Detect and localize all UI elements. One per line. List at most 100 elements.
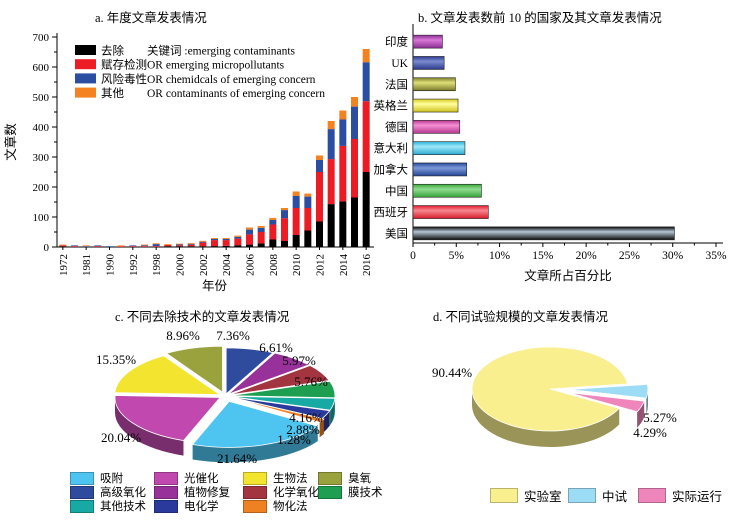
x-tick-label: 2004	[221, 254, 233, 277]
bar-segment-其他	[211, 238, 218, 239]
x-tick-label: 35%	[705, 250, 727, 262]
bar-segment-风险毒性	[339, 119, 347, 146]
bar-segment-去除	[339, 201, 347, 247]
legend-item-膜技术: 膜技术	[318, 484, 383, 500]
country-label: 中国	[385, 185, 408, 198]
bar-segment-风险毒性	[269, 220, 277, 225]
bar-segment-赋存检测	[222, 240, 230, 246]
pie-wall-中试	[646, 389, 648, 415]
x-tick-label: 25%	[619, 250, 641, 262]
legend-item-其他技术: 其他技术	[70, 498, 146, 514]
bar-segment-风险毒性	[106, 246, 113, 247]
bar-segment-去除	[234, 245, 242, 247]
pie-label: 2.88%	[286, 422, 320, 437]
bar-segment-赋存检测	[129, 246, 137, 247]
legend-keyword-line: OR emerging micropollutants	[147, 60, 285, 72]
legend-label: 高级氧化	[100, 487, 146, 499]
x-axis-title: 年份	[202, 279, 228, 293]
bar-segment-赋存检测	[327, 159, 335, 205]
bar-segment-风险毒性	[234, 236, 242, 239]
bar-segment-其他	[187, 243, 195, 244]
legend-swatch	[318, 471, 342, 485]
bar-segment-去除	[316, 221, 323, 247]
chart-c-title: c. 不同去除技术的文章发表情况	[115, 310, 290, 324]
bar-segment-赋存检测	[199, 242, 207, 247]
legend-item-实验室: 实验室	[490, 486, 562, 505]
x-tick-label: 2000	[175, 254, 187, 277]
x-tick-label: 2008	[268, 254, 280, 277]
country-label: 法国	[385, 77, 408, 91]
pie-slice-膜技术	[229, 380, 336, 399]
pie-wall-实际运行	[637, 401, 645, 428]
chart-d-pie: 90.44% 5.27%4.29%	[432, 346, 677, 448]
bar-意大利	[412, 141, 466, 155]
y-tick-label: 200	[33, 182, 50, 194]
bar-印度	[412, 34, 443, 49]
legend-item-吸附: 吸附	[70, 470, 123, 486]
x-tick-label: 2014	[338, 254, 350, 277]
bar-segment-其他	[82, 245, 90, 247]
legend-label: 臭氧	[348, 473, 371, 485]
chart-a-plot: 0 100 200 300 400 500 600 700 1972 1981 1990 1992 19…	[3, 32, 374, 293]
bar-segment-其他	[222, 238, 230, 239]
bar-segment-赋存检测	[117, 246, 125, 247]
x-tick-label: 2010	[291, 254, 303, 277]
bar-segment-其他	[164, 244, 172, 245]
x-tick-label: 1990	[105, 254, 117, 277]
x-tick-label: 1998	[151, 254, 163, 277]
x-tick-label: 2006	[245, 254, 257, 277]
chart-c-pie: 7.36% 6.61%5.97% 5.76% 4.16%2.88%1.28% 21.64…	[96, 328, 336, 466]
x-tick-label: 1992	[128, 254, 140, 276]
bar-segment-去除	[292, 235, 300, 247]
bar-segment-风险毒性	[316, 160, 323, 172]
bar-segment-去除	[211, 246, 218, 247]
x-tick-label: 2002	[198, 254, 210, 276]
legend-label: 电化学	[184, 501, 219, 513]
bar-segment-赋存检测	[246, 234, 253, 245]
chart-b-title: b. 文章发表数前 10 的国家及其文章发表情况	[418, 11, 662, 25]
bar-segment-风险毒性	[292, 196, 300, 208]
legend-swatch-风险毒性	[75, 73, 96, 84]
pie-slice-植物修复	[227, 352, 310, 395]
bar-segment-风险毒性	[257, 227, 265, 232]
x-tick-label: 1972	[58, 254, 70, 276]
legend-label: 其他技术	[100, 501, 146, 513]
legend-keyword-line: 关键词 :emerging contaminants	[147, 44, 296, 58]
pie-label: 15.35%	[96, 352, 136, 367]
chart-b-top10-countries: 印度 UK 法国 英格兰 德国 意大利 加拿大 中国 西班牙 美国 0 5% 10% 15% 20% 25% 3…	[374, 0, 734, 300]
legend-keyword-line: OR chemidcals of emerging concern	[147, 74, 316, 86]
y-tick-label: 400	[33, 122, 50, 134]
x-tick-label: 10%	[489, 250, 511, 262]
bar-segment-赋存检测	[71, 246, 78, 247]
y-tick-label: 100	[33, 212, 50, 224]
legend-swatch	[70, 499, 94, 513]
pie-wall-其他技术	[330, 398, 335, 426]
bar-加拿大	[412, 162, 467, 177]
bar-segment-其他	[292, 191, 300, 196]
legend-item-植物修复: 植物修复	[154, 484, 230, 500]
bar-segment-风险毒性	[94, 245, 102, 247]
bar-segment-赋存检测	[94, 246, 102, 247]
legend-label: 物化法	[273, 501, 308, 513]
legend-keyword-line: OR contaminants of emerging concern	[147, 88, 325, 100]
pie-slice-中试	[569, 383, 649, 399]
legend-label: 实际运行	[672, 490, 723, 504]
pie-label: 4.16%	[289, 410, 323, 425]
legend-swatch	[154, 499, 178, 513]
bar-segment-其他	[316, 155, 323, 160]
pie-slice-吸附	[191, 400, 319, 448]
pie-label: 5.97%	[282, 353, 316, 368]
bar-segment-去除	[59, 246, 67, 247]
pie-slice-生物法	[114, 355, 222, 396]
bar-segment-风险毒性	[187, 243, 195, 245]
country-label: UK	[391, 58, 408, 70]
bar-德国	[412, 120, 461, 134]
pie-label: 5.76%	[294, 374, 328, 389]
legend-label: 赋存检测	[101, 58, 147, 72]
legend-label: 膜技术	[348, 487, 383, 499]
bar-segment-去除	[187, 246, 195, 247]
pie-slice-其他技术	[229, 395, 336, 411]
legend-label: 生物法	[273, 473, 308, 485]
bar-segment-去除	[362, 172, 370, 247]
